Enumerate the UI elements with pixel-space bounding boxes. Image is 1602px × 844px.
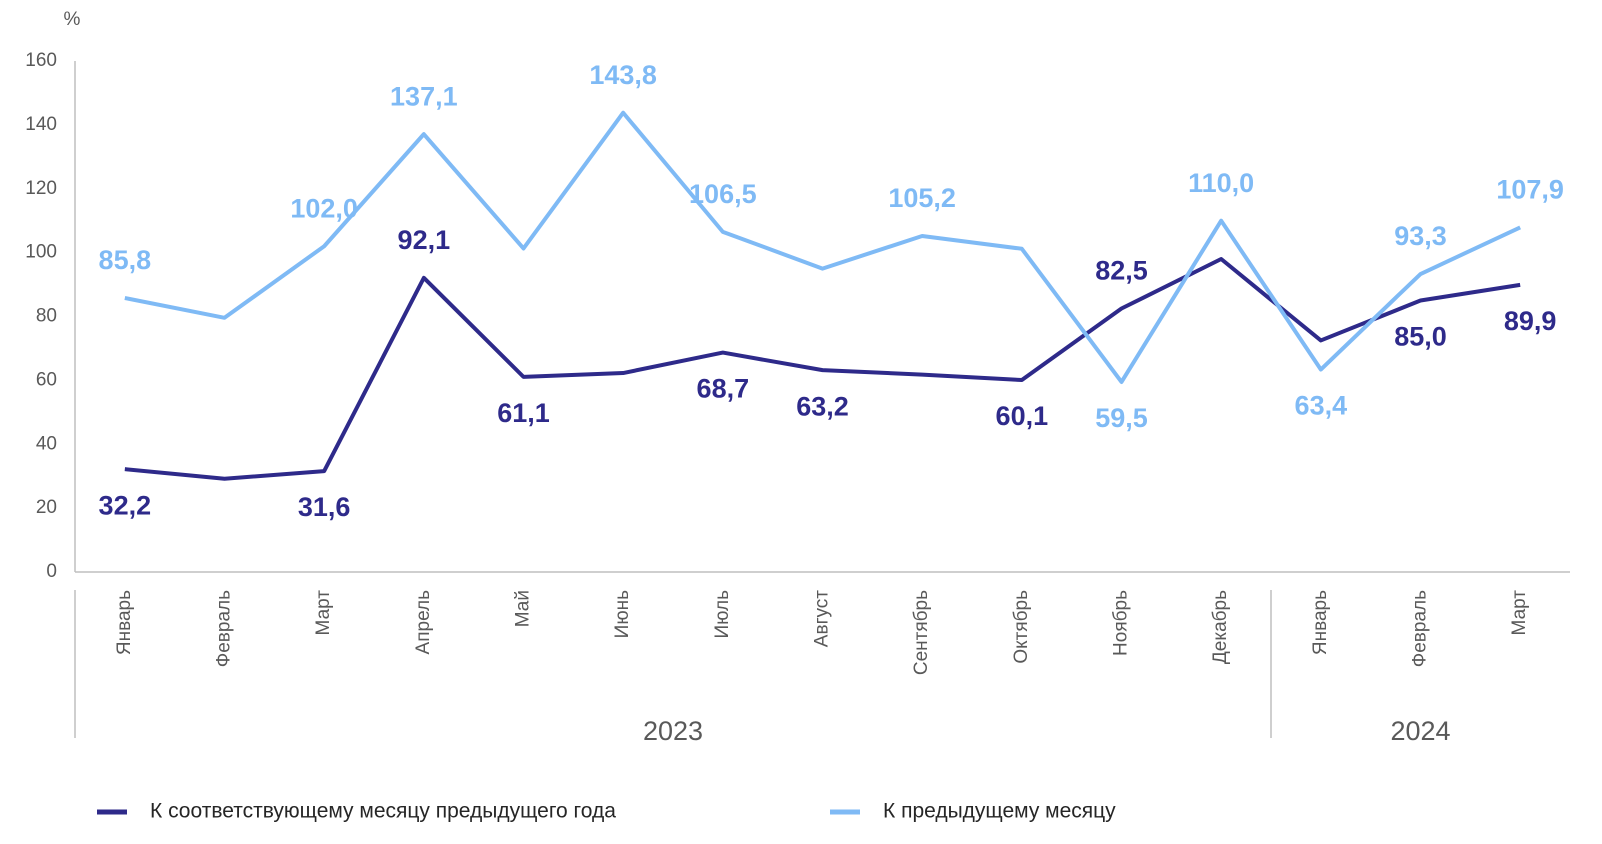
value-label: 68,7 [697,374,750,404]
y-tick-label: 20 [36,497,57,518]
x-tick-label: Июнь [612,590,633,638]
x-tick-label: Февраль [1410,590,1431,667]
y-tick-label: 160 [25,50,57,71]
value-label: 82,5 [1095,256,1148,286]
series-line [124,110,1522,384]
value-label: 31,6 [298,492,351,522]
x-tick-label: Июль [712,590,733,639]
x-tick-label: Март [1509,590,1530,636]
value-label: 63,4 [1295,391,1348,421]
value-label: 32,2 [99,490,152,520]
value-label: 92,1 [398,225,451,255]
x-tick-label: Апрель [413,590,434,655]
value-label: 137,1 [390,81,458,111]
x-tick-label: Март [313,590,334,636]
y-tick-label: 0 [46,561,57,582]
value-label: 143,8 [589,60,657,90]
y-unit: % [64,9,81,30]
value-label: 93,3 [1394,221,1447,251]
value-label: 85,8 [99,245,152,275]
x-tick-label: Сентябрь [911,590,932,675]
value-label: 107,9 [1496,175,1564,205]
y-tick-label: 120 [25,178,57,199]
value-label: 105,2 [888,183,956,213]
value-label: 60,1 [996,401,1049,431]
value-label: 63,2 [796,391,849,421]
value-label: 102,0 [290,193,358,223]
legend-label: К соответствующему месяцу предыдущего го… [150,800,616,823]
x-tick-label: Декабрь [1210,590,1231,664]
y-tick-label: 80 [36,306,57,327]
group-label: 2023 [643,716,703,746]
series-line [124,257,1521,481]
x-tick-label: Февраль [214,590,235,667]
x-tick-label: Ноябрь [1111,590,1132,656]
x-tick-label: Октябрь [1011,590,1032,664]
legend-label: К предыдущему месяцу [883,800,1116,823]
x-tick-label: Август [812,590,833,647]
value-label: 106,5 [689,179,757,209]
x-tick-label: Январь [1310,590,1331,655]
value-label: 59,5 [1095,403,1148,433]
value-label: 110,0 [1188,168,1254,198]
x-tick-label: Май [513,590,534,627]
y-tick-label: 100 [25,242,57,263]
value-label: 89,9 [1504,306,1557,336]
y-tick-label: 60 [36,369,57,390]
value-label: 85,0 [1394,322,1447,352]
y-tick-label: 140 [25,114,57,135]
value-label: 61,1 [497,398,550,428]
y-tick-label: 40 [36,433,57,454]
group-label: 2024 [1390,716,1450,746]
x-tick-label: Январь [114,590,135,655]
